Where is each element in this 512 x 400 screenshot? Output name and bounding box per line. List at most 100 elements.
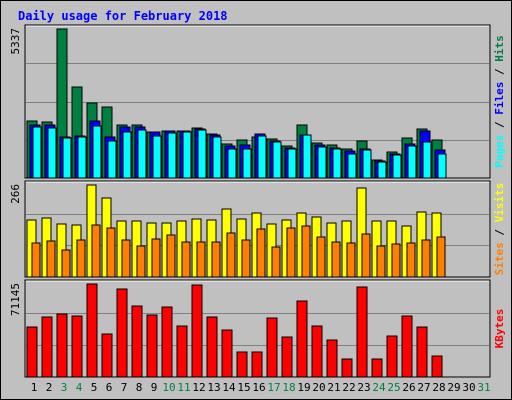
bar-pages-day-13	[212, 136, 222, 179]
bar-sites-day-24	[376, 245, 386, 278]
x-tick-label-13: 13	[207, 381, 220, 394]
bar-sites-day-8	[136, 245, 146, 278]
bar-pages-day-16	[257, 135, 267, 179]
bar-pages-day-6	[107, 140, 117, 179]
bar-kbytes-day-12	[191, 284, 203, 378]
panel-visits-sites-ymax-label: 266	[9, 184, 22, 204]
bar-kbytes-day-16	[251, 351, 263, 378]
legend-separator: /	[493, 115, 506, 135]
x-tick-label-27: 27	[417, 381, 430, 394]
bar-pages-day-3	[62, 137, 72, 179]
x-tick-label-8: 8	[136, 381, 143, 394]
bar-kbytes-day-9	[146, 314, 158, 378]
bar-sites-day-17	[271, 246, 281, 278]
bar-sites-day-11	[181, 241, 191, 278]
bar-sites-day-2	[46, 240, 56, 278]
bar-kbytes-day-15	[236, 351, 248, 378]
bar-sites-day-15	[241, 239, 251, 278]
bar-kbytes-day-23	[356, 286, 368, 378]
bar-sites-day-16	[256, 228, 266, 278]
bar-pages-day-8	[137, 129, 147, 179]
legend-entry-sites: Sites	[493, 242, 506, 275]
x-tick-label-11: 11	[177, 381, 190, 394]
x-tick-label-30: 30	[462, 381, 475, 394]
bar-kbytes-day-1	[26, 326, 38, 378]
x-tick-label-12: 12	[192, 381, 205, 394]
x-tick-label-3: 3	[61, 381, 68, 394]
x-tick-label-31: 31	[477, 381, 490, 394]
bar-kbytes-day-14	[221, 329, 233, 378]
panel-visits-sites-legend: Sites / Visits	[493, 183, 506, 276]
bar-kbytes-day-18	[281, 336, 293, 378]
x-tick-label-18: 18	[282, 381, 295, 394]
bar-sites-day-5	[91, 224, 101, 278]
legend-entry-files: Files	[493, 82, 506, 115]
bar-pages-day-24	[377, 161, 387, 179]
bar-pages-day-19	[302, 134, 312, 179]
bar-kbytes-day-27	[416, 326, 428, 378]
bar-sites-day-27	[421, 239, 431, 278]
bar-pages-day-25	[392, 154, 402, 179]
bar-pages-day-2	[47, 127, 57, 179]
bar-pages-day-12	[197, 129, 207, 179]
bar-pages-day-27	[422, 141, 432, 179]
bar-sites-day-25	[391, 243, 401, 278]
bar-pages-day-9	[152, 135, 162, 179]
legend-entry-pages: Pages	[493, 135, 506, 168]
x-tick-label-6: 6	[106, 381, 113, 394]
bar-kbytes-day-8	[131, 305, 143, 378]
x-tick-label-15: 15	[237, 381, 250, 394]
bar-pages-day-28	[437, 153, 447, 179]
bar-kbytes-day-7	[116, 288, 128, 378]
bar-pages-day-20	[317, 146, 327, 179]
bar-pages-day-26	[407, 145, 417, 179]
bar-pages-day-14	[227, 148, 237, 179]
bar-kbytes-day-28	[431, 355, 443, 378]
bar-sites-day-19	[301, 225, 311, 278]
bar-sites-day-22	[346, 242, 356, 278]
bar-pages-day-10	[167, 132, 177, 179]
panel-kbytes-legend: KBytes	[493, 309, 506, 349]
bar-pages-day-18	[287, 148, 297, 179]
bar-kbytes-day-25	[386, 335, 398, 378]
bar-sites-day-1	[31, 242, 41, 278]
bar-sites-day-9	[151, 238, 161, 278]
bar-sites-day-26	[406, 242, 416, 278]
bar-pages-day-17	[272, 141, 282, 179]
panel-kbytes-ymax-label: 71145	[9, 283, 22, 316]
x-tick-label-25: 25	[387, 381, 400, 394]
legend-entry-hits: Hits	[493, 35, 506, 62]
x-tick-label-26: 26	[402, 381, 415, 394]
bar-kbytes-day-20	[311, 325, 323, 378]
bar-sites-day-3	[61, 249, 71, 278]
bar-pages-day-4	[77, 136, 87, 179]
x-tick-label-7: 7	[121, 381, 128, 394]
bar-pages-day-15	[242, 148, 252, 179]
bar-sites-day-21	[331, 241, 341, 278]
x-tick-label-4: 4	[76, 381, 83, 394]
bar-kbytes-day-11	[176, 325, 188, 378]
bar-sites-day-14	[226, 232, 236, 278]
legend-entry-kbytes: KBytes	[493, 309, 506, 349]
x-tick-label-16: 16	[252, 381, 265, 394]
legend-separator: /	[493, 222, 506, 242]
bar-pages-day-21	[332, 148, 342, 179]
bar-pages-day-11	[182, 131, 192, 179]
bar-sites-day-18	[286, 227, 296, 278]
legend-separator: /	[493, 62, 506, 82]
bar-kbytes-day-19	[296, 300, 308, 378]
bar-kbytes-day-21	[326, 339, 338, 378]
panel-hits-files-pages-ymax-label: 5337	[9, 28, 22, 55]
bar-pages-day-7	[122, 131, 132, 179]
x-tick-label-22: 22	[342, 381, 355, 394]
x-tick-label-29: 29	[447, 381, 460, 394]
bar-sites-day-7	[121, 239, 131, 278]
bar-sites-day-6	[106, 227, 116, 278]
x-tick-label-2: 2	[46, 381, 53, 394]
bar-kbytes-day-3	[56, 313, 68, 378]
bar-pages-day-1	[32, 126, 42, 179]
bar-kbytes-day-6	[101, 333, 113, 378]
x-tick-label-20: 20	[312, 381, 325, 394]
x-tick-label-1: 1	[31, 381, 38, 394]
bar-kbytes-day-2	[41, 316, 53, 378]
